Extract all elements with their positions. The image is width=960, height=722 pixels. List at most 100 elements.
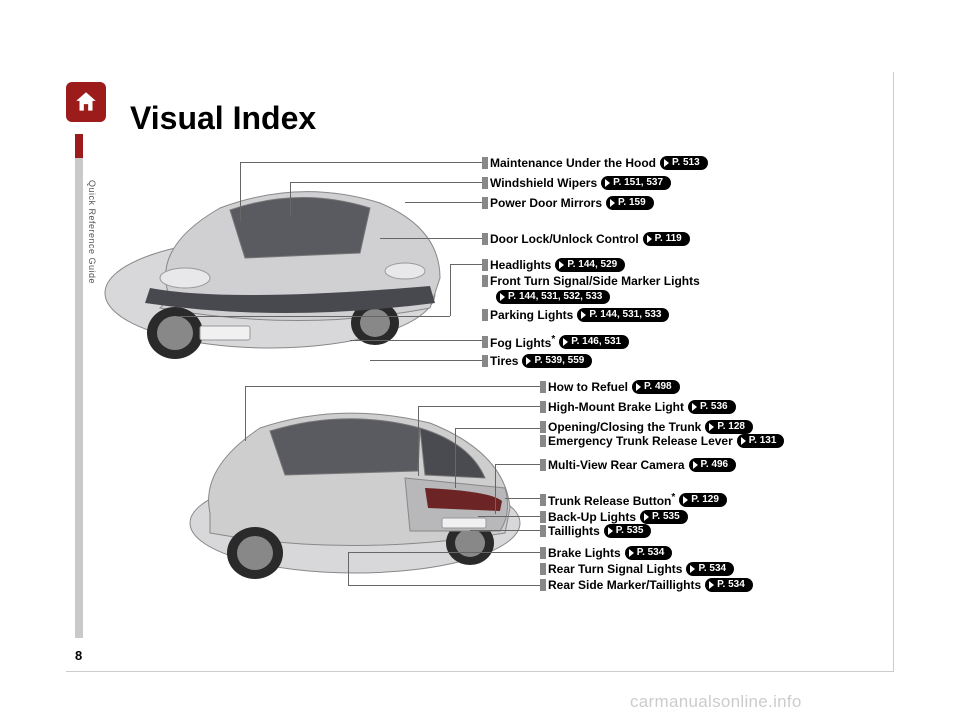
page-ref-pill[interactable]: P. 144, 531, 532, 533 — [496, 290, 610, 304]
callout-pill-row: P. 144, 531, 532, 533 — [492, 290, 610, 304]
leader-line — [290, 182, 291, 217]
callout-label: Taillights P. 535 — [540, 524, 651, 538]
arrow-icon — [629, 549, 634, 557]
page-ref-pill[interactable]: P. 498 — [632, 380, 680, 394]
callout-label: Opening/Closing the Trunk P. 128 — [540, 420, 753, 434]
callout-label: How to Refuel P. 498 — [540, 380, 680, 394]
content: Maintenance Under the Hood P. 513 Windshie… — [100, 148, 890, 638]
leader-line — [470, 530, 540, 531]
marker-icon — [540, 401, 546, 413]
page-ref-pill[interactable]: P. 536 — [688, 400, 736, 414]
page-ref-pill[interactable]: P. 146, 531 — [559, 335, 629, 349]
callout-text: Front Turn Signal/Side Marker Lights — [490, 274, 700, 288]
callout-text: Taillights — [548, 524, 600, 538]
page-ref-pill[interactable]: P. 159 — [606, 196, 654, 210]
marker-icon — [540, 435, 546, 447]
callout-label: Parking Lights P. 144, 531, 533 — [482, 308, 669, 322]
page-ref-text: P. 534 — [717, 578, 745, 592]
arrow-icon — [683, 496, 688, 504]
leader-line — [455, 428, 540, 429]
page-ref-pill[interactable]: P. 535 — [640, 510, 688, 524]
page-ref-pill[interactable]: P. 534 — [625, 546, 673, 560]
leader-line — [478, 516, 540, 517]
leader-line — [505, 498, 540, 499]
page-ref-text: P. 534 — [637, 546, 665, 560]
arrow-icon — [692, 403, 697, 411]
callout-text: Parking Lights — [490, 308, 573, 322]
leader-line — [245, 386, 246, 441]
arrow-icon — [610, 199, 615, 207]
page-ref-text: P. 151, 537 — [613, 176, 663, 190]
arrow-icon — [559, 261, 564, 269]
arrow-icon — [581, 311, 586, 319]
callout-label: Fog Lights*P. 146, 531 — [482, 334, 629, 350]
page-ref-pill[interactable]: P. 535 — [604, 524, 652, 538]
page-ref-pill[interactable]: P. 144, 529 — [555, 258, 625, 272]
page-ref-pill[interactable]: P. 119 — [643, 232, 690, 246]
home-icon[interactable] — [66, 82, 106, 122]
leader-line — [405, 202, 482, 203]
marker-icon — [540, 579, 546, 591]
leader-line — [450, 264, 482, 265]
arrow-icon — [608, 527, 613, 535]
page-ref-text: P. 513 — [672, 156, 700, 170]
page-ref-pill[interactable]: P. 513 — [660, 156, 708, 170]
arrow-icon — [636, 383, 641, 391]
page-ref-text: P. 496 — [701, 458, 729, 472]
page-ref-text: P. 131 — [749, 434, 777, 448]
page-ref-text: P. 534 — [698, 562, 726, 576]
marker-icon — [482, 259, 488, 271]
page-ref-pill[interactable]: P. 534 — [686, 562, 734, 576]
page-ref-text: P. 535 — [616, 524, 644, 538]
callout-label: TiresP. 539, 559 — [482, 354, 592, 368]
callout-text: Rear Turn Signal Lights — [548, 562, 682, 576]
page-title: Visual Index — [130, 100, 316, 137]
callout-text: Opening/Closing the Trunk — [548, 420, 701, 434]
page-ref-pill[interactable]: P. 534 — [705, 578, 753, 592]
callout-text: Brake Lights — [548, 546, 621, 560]
leader-line — [350, 340, 482, 341]
page-ref-text: P. 159 — [618, 196, 646, 210]
callout-text: How to Refuel — [548, 380, 628, 394]
page-ref-pill[interactable]: P. 151, 537 — [601, 176, 671, 190]
page-number: 8 — [75, 648, 82, 663]
page-ref-text: P. 498 — [644, 380, 672, 394]
arrow-icon — [693, 461, 698, 469]
callout-text: Maintenance Under the Hood — [490, 156, 656, 170]
page-ref-text: P. 144, 531, 533 — [589, 308, 661, 322]
arrow-icon — [741, 437, 746, 445]
leader-line — [290, 182, 482, 183]
callout-text: Windshield Wipers — [490, 176, 597, 190]
callout-text: High-Mount Brake Light — [548, 400, 684, 414]
callout-label: Emergency Trunk Release Lever P. 131 — [540, 434, 784, 448]
marker-icon — [540, 563, 546, 575]
page-ref-text: P. 539, 559 — [534, 354, 584, 368]
callout-text: Emergency Trunk Release Lever — [548, 434, 733, 448]
arrow-icon — [563, 338, 568, 346]
marker-icon — [482, 355, 488, 367]
page-ref-pill[interactable]: P. 131 — [737, 434, 785, 448]
page-ref-text: P. 144, 529 — [567, 258, 617, 272]
callout-label: Door Lock/Unlock ControlP. 119 — [482, 232, 690, 246]
leader-line — [348, 552, 540, 553]
callout-label: Front Turn Signal/Side Marker Lights — [482, 274, 700, 288]
callout-text: Multi-View Rear Camera — [548, 458, 685, 472]
leader-line — [348, 585, 540, 586]
side-label: Quick Reference Guide — [87, 180, 97, 284]
red-tab — [75, 134, 83, 158]
page-ref-pill[interactable]: P. 539, 559 — [522, 354, 592, 368]
page-ref-pill[interactable]: P. 129 — [679, 493, 727, 507]
page-ref-pill[interactable]: P. 144, 531, 533 — [577, 308, 669, 322]
callout-label: Multi-View Rear Camera P. 496 — [540, 458, 736, 472]
arrow-icon — [709, 581, 714, 589]
callout-label: Rear Turn Signal Lights P. 534 — [540, 562, 734, 576]
callout-label: Power Door MirrorsP. 159 — [482, 196, 654, 210]
leader-line — [380, 238, 482, 239]
page-ref-text: P. 535 — [652, 510, 680, 524]
watermark: carmanualsonline.info — [630, 692, 802, 712]
marker-icon — [482, 275, 488, 287]
page-ref-pill[interactable]: P. 496 — [689, 458, 737, 472]
page-ref-text: P. 129 — [691, 493, 719, 507]
page-ref-pill[interactable]: P. 128 — [705, 420, 753, 434]
callout-text: Rear Side Marker/Taillights — [548, 578, 701, 592]
